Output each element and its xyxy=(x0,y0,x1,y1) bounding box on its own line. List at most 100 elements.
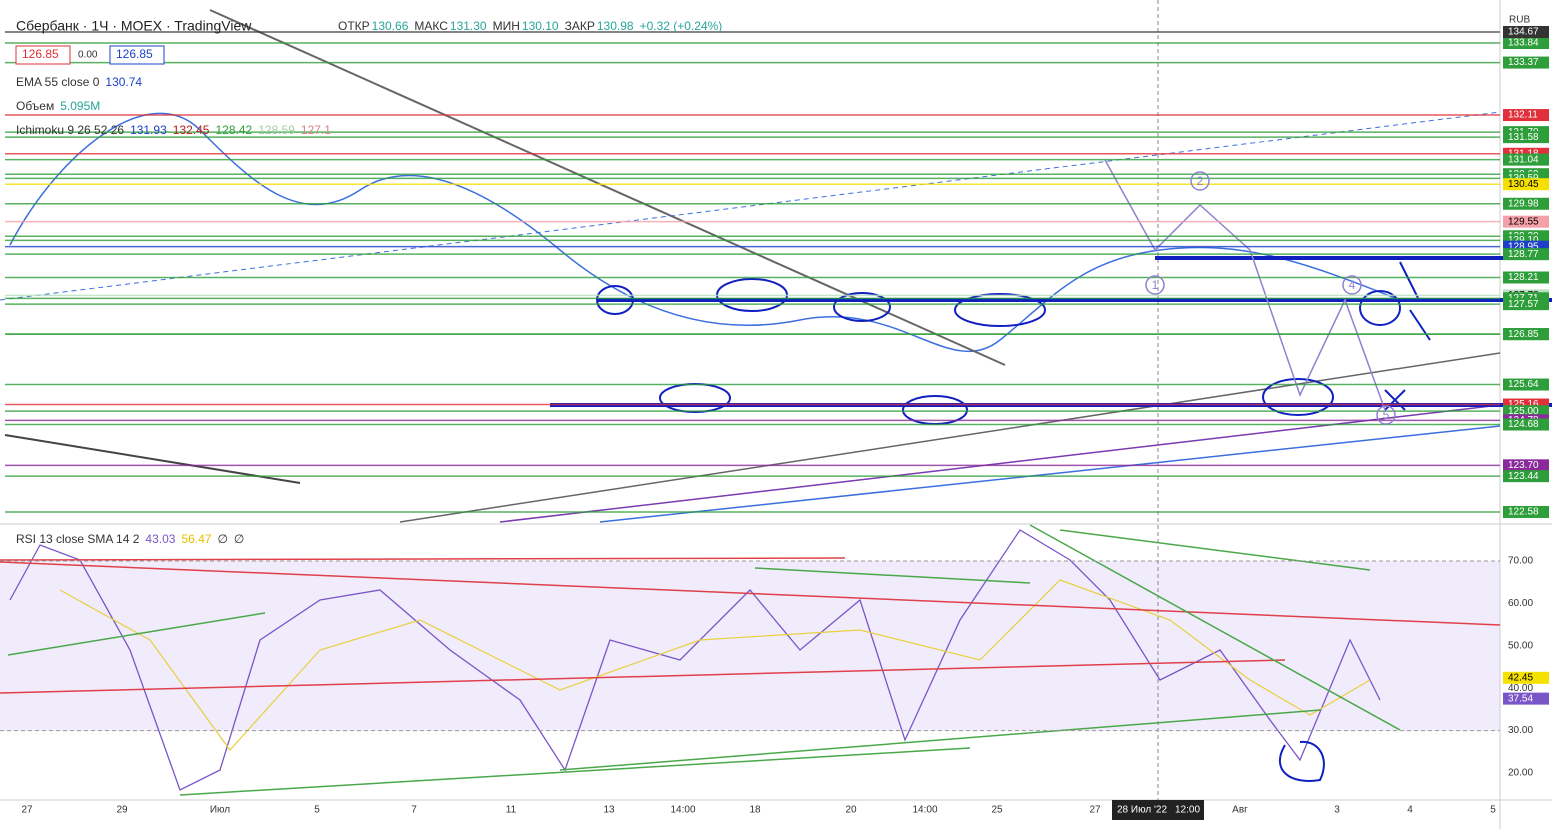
price-label: 131.58 xyxy=(1508,132,1539,143)
trend-line xyxy=(0,561,1501,626)
price-label: 123.44 xyxy=(1508,471,1539,482)
buy-box xyxy=(109,45,165,65)
price-label: 129.98 xyxy=(1508,198,1539,209)
price-label: 131.04 xyxy=(1508,154,1539,165)
ohlc-value: 131.30 xyxy=(450,19,487,33)
ohlc-label: МИН xyxy=(493,19,520,33)
rsi-value: 56.47 xyxy=(181,532,211,546)
rsi-axis-label: 20.00 xyxy=(1508,768,1533,779)
rsi-line xyxy=(9,529,1381,791)
price-label: 127.57 xyxy=(1508,299,1539,310)
price-label: 123.70 xyxy=(1508,460,1539,471)
indicator-value: 5.095M xyxy=(60,99,100,113)
price-label: 132.11 xyxy=(1508,110,1538,121)
rsi-axis-label: 40.00 xyxy=(1508,683,1533,694)
time-label: 5 xyxy=(314,805,320,816)
time-label: 14:00 xyxy=(670,805,695,816)
arrow xyxy=(1399,261,1431,341)
trend-line xyxy=(754,567,1031,584)
price-label-bg xyxy=(1503,153,1549,166)
price-label: 126.85 xyxy=(1508,329,1539,340)
cursor-date: 28 Июл '22 xyxy=(1117,805,1167,816)
time-label: 27 xyxy=(21,805,33,816)
wave-label: 4 xyxy=(1349,278,1356,292)
price-label-bg xyxy=(1503,459,1549,472)
price-label-bg xyxy=(1503,26,1549,38)
price-label-bg xyxy=(1503,178,1549,191)
rsi-band xyxy=(0,561,1500,731)
time-label: 14:00 xyxy=(912,805,937,816)
indicator-value: 128.42 xyxy=(215,123,252,137)
wave-label: 2 xyxy=(1197,174,1204,188)
rsi-label: 37.54 xyxy=(1508,693,1533,704)
trend-line xyxy=(209,9,1006,366)
wave-circle xyxy=(1342,275,1362,295)
time-label: 7 xyxy=(411,805,417,816)
wave-label: 1 xyxy=(1152,278,1159,292)
rsi-axis-label: 50.00 xyxy=(1508,640,1533,651)
time-label: 29 xyxy=(116,805,128,816)
circle-mark xyxy=(1279,740,1325,782)
rsi-axis-label: 30.00 xyxy=(1508,725,1533,736)
price-label-bg xyxy=(1503,37,1549,49)
change: +0.32 (+0.24%) xyxy=(640,19,723,33)
trend-line xyxy=(179,747,971,796)
trend-line xyxy=(559,709,1321,771)
rsi-sma-line xyxy=(59,579,1371,751)
indicator-name: Объем xyxy=(16,99,54,113)
time-label: 20 xyxy=(845,805,857,816)
price-label: 125.16 xyxy=(1508,399,1539,410)
price-label: 125.00 xyxy=(1508,406,1539,417)
indicator-value: 130.74 xyxy=(105,75,142,89)
rsi-label: 42.45 xyxy=(1508,672,1533,683)
price-label: 128.77 xyxy=(1508,249,1539,260)
trend-line xyxy=(0,557,846,561)
price-label-bg xyxy=(1503,328,1549,341)
price-label: 122.58 xyxy=(1508,507,1539,518)
rsi-label-bg xyxy=(1503,692,1549,705)
wave-line xyxy=(1104,159,1386,411)
price-label-bg xyxy=(1503,470,1549,483)
time-label: 11 xyxy=(506,805,517,816)
price-label: 128.21 xyxy=(1508,272,1539,283)
price-label-bg xyxy=(1503,505,1549,518)
cursor-box xyxy=(1112,800,1204,820)
currency: RUB xyxy=(1509,15,1530,26)
trend-line xyxy=(7,612,266,656)
ohlc-value: 130.98 xyxy=(597,19,634,33)
rsi-axis-label: 70.00 xyxy=(1508,556,1533,567)
price-label: 129.55 xyxy=(1508,216,1539,227)
price-label-bg xyxy=(1503,248,1549,261)
price-label-bg xyxy=(1503,56,1549,69)
buy-price: 126.85 xyxy=(116,47,153,61)
wave-label: 5 xyxy=(1383,408,1390,422)
circle-mark xyxy=(596,285,634,315)
ohlc-value: 130.10 xyxy=(522,19,559,33)
symbol: Сбербанк · 1Ч · MOEX · TradingView xyxy=(16,18,252,34)
sell-box xyxy=(15,45,71,65)
price-label: 133.84 xyxy=(1508,38,1539,49)
circle-mark xyxy=(833,292,891,322)
indicator-name: EMA 55 close 0 xyxy=(16,75,100,89)
rsi-value: ∅ xyxy=(234,532,244,546)
wave-circle xyxy=(1376,405,1396,425)
time-label: 4 xyxy=(1407,805,1413,816)
spread: 0.00 xyxy=(78,50,98,61)
circle-mark xyxy=(1262,378,1334,416)
wave-circle xyxy=(1145,275,1165,295)
price-label-bg xyxy=(1503,378,1549,391)
time-label: 5 xyxy=(1490,805,1496,816)
price-label: 124.68 xyxy=(1508,419,1539,430)
ohlc-label: ЗАКР xyxy=(565,19,595,33)
indicator-value: 131.93 xyxy=(130,123,167,137)
rsi-value: ∅ xyxy=(217,532,227,546)
price-label: 134.67 xyxy=(1508,27,1539,38)
trend-line xyxy=(1029,524,1401,731)
time-label: 18 xyxy=(749,805,761,816)
trend-line xyxy=(0,659,1286,694)
time-label: 3 xyxy=(1334,805,1340,816)
trend-line xyxy=(1059,529,1371,571)
time-label: 13 xyxy=(603,805,615,816)
price-label: 130.45 xyxy=(1508,179,1539,190)
